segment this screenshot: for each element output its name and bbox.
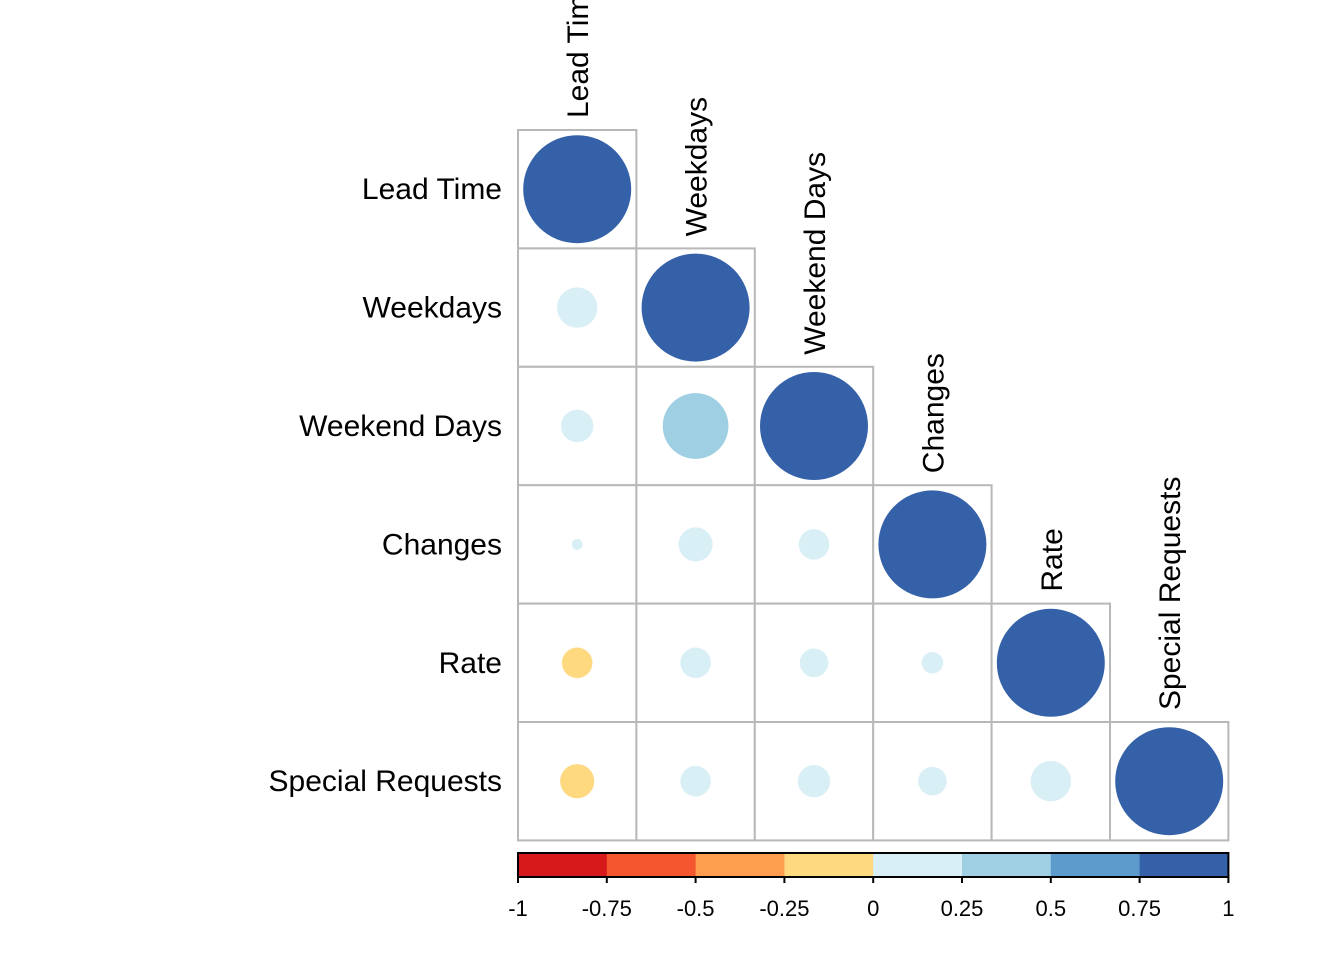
circle-special-requests-changes (918, 766, 947, 796)
legend-swatch-2 (695, 853, 785, 877)
col-label-rate: Rate (1036, 528, 1069, 591)
row-label-changes: Changes (382, 528, 502, 561)
row-label-weekend-days: Weekend Days (299, 410, 502, 443)
circle-changes-weekdays (678, 527, 713, 562)
row-label-rate: Rate (439, 647, 502, 680)
circle-lead-time-lead-time (523, 135, 632, 244)
legend-tick-label-7: 0.75 (1118, 896, 1161, 921)
legend-swatch-0 (518, 853, 608, 877)
col-label-special-requests: Special Requests (1154, 477, 1187, 710)
correlation-circles (523, 135, 1224, 836)
color-legend: -1 -0.75 -0.5 -0.25 0 0.25 0.5 0.75 1 (508, 852, 1235, 921)
circle-special-requests-lead-time (560, 764, 595, 799)
circle-changes-lead-time (571, 539, 583, 550)
legend-swatch-7 (1139, 853, 1229, 877)
circle-rate-weekdays (680, 647, 711, 679)
legend-tick-label-3: -0.25 (759, 896, 809, 921)
circle-changes-changes (878, 490, 987, 599)
cell-rate-changes (872, 602, 993, 723)
legend-swatch-5 (962, 853, 1052, 877)
legend-tick-label-0: -1 (508, 896, 528, 921)
col-label-weekdays: Weekdays (681, 97, 714, 237)
legend-tick-label-1: -0.75 (582, 896, 632, 921)
circle-weekend-days-weekend-days (760, 372, 868, 480)
circle-rate-lead-time (561, 647, 593, 679)
circle-weekend-days-lead-time (561, 409, 594, 443)
row-label-lead-time: Lead Time (362, 173, 502, 206)
legend-swatch-3 (784, 853, 874, 877)
circle-weekend-days-weekdays (662, 393, 729, 459)
circle-special-requests-special-requests (1115, 727, 1224, 836)
circle-weekdays-weekdays (641, 253, 750, 362)
col-label-weekend-days: Weekend Days (799, 152, 832, 355)
column-labels: Lead Time Weekdays Weekend Days Changes Rate… (562, 0, 1187, 710)
circle-rate-rate (996, 608, 1105, 717)
circle-rate-changes (921, 652, 944, 674)
cell-changes-weekdays (635, 484, 756, 605)
row-label-special-requests: Special Requests (269, 765, 502, 798)
circle-special-requests-weekend-days (797, 765, 831, 798)
col-label-changes: Changes (917, 353, 950, 473)
circle-weekdays-lead-time (557, 287, 598, 328)
legend-tick-label-5: 0.25 (941, 896, 984, 921)
legend-swatch-1 (606, 853, 697, 877)
legend-tick-label-6: 0.5 (1036, 896, 1067, 921)
circle-special-requests-rate (1030, 761, 1072, 802)
circle-changes-weekend-days (798, 529, 830, 560)
legend-swatch-6 (1050, 853, 1141, 877)
circle-special-requests-weekdays (680, 765, 711, 797)
legend-tick-label-8: 1 (1222, 896, 1234, 921)
row-labels: Lead Time Weekdays Weekend Days Changes Rate… (269, 173, 502, 798)
circle-rate-weekend-days (799, 648, 829, 678)
row-label-weekdays: Weekdays (362, 292, 502, 325)
legend-tick-label-4: 0 (867, 896, 879, 921)
matrix-cells (517, 129, 1230, 842)
legend-tick-label-2: -0.5 (677, 896, 715, 921)
col-label-lead-time: Lead Time (562, 0, 595, 118)
legend-swatch-4 (873, 853, 963, 877)
